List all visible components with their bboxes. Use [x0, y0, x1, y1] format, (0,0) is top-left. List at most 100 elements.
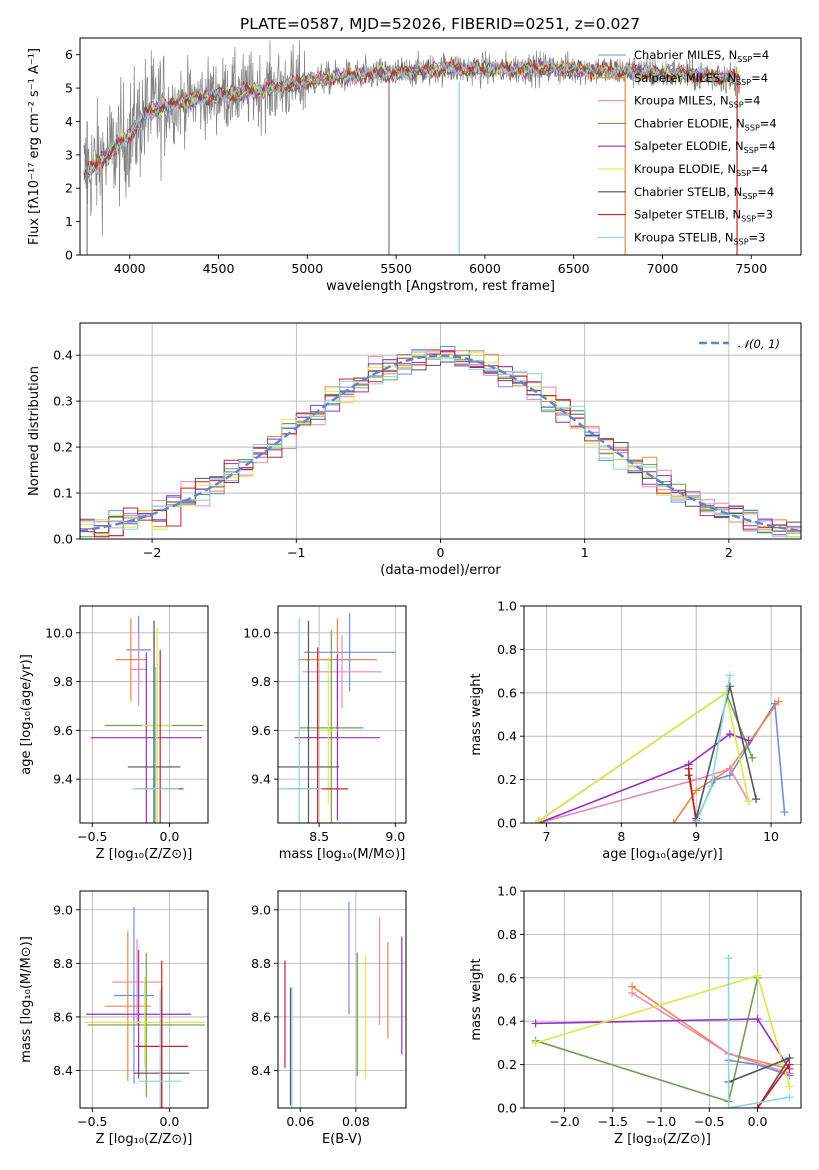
- legend-entry-sub: SSP: [745, 123, 760, 132]
- legend-entry-suffix: =4: [759, 139, 776, 153]
- y-tick-label: 0.4: [497, 729, 517, 744]
- legend-entry-suffix: =4: [751, 71, 768, 85]
- legend-entry-sub: SSP: [736, 78, 751, 87]
- weight-marker: [684, 764, 693, 773]
- x-tick-label: 5500: [380, 261, 412, 276]
- x-tick-label: −1.5: [598, 1114, 628, 1129]
- weight-line: [756, 1064, 791, 1108]
- y-tick-label: 9.8: [53, 674, 73, 689]
- y-tick-label: 0.0: [53, 532, 73, 547]
- legend-entry-sub: SSP: [736, 169, 751, 178]
- x-tick-label: 0: [437, 545, 445, 560]
- weight-marker: [724, 1104, 733, 1108]
- axes-frame: [79, 37, 802, 256]
- legend-entry-label: Kroupa ELODIE, N: [634, 162, 736, 176]
- weight-marker: [753, 1104, 762, 1108]
- weight-marker: [753, 971, 762, 980]
- y-tick-label: 8.6: [53, 1009, 73, 1024]
- legend-entry: Chabrier ELODIE, NSSP=4: [634, 116, 777, 132]
- x-tick-label: 7000: [647, 261, 679, 276]
- weight-marker: [725, 764, 734, 773]
- weight-marker: [628, 988, 637, 997]
- y-axis-label: mass [log₁₀(M/M⊙)]: [19, 936, 34, 1063]
- plot-area: [534, 671, 789, 823]
- axes-frame: [277, 605, 407, 824]
- legend-entry-label: Chabrier STELIB, N: [634, 185, 742, 199]
- x-tick-label: 0.06: [286, 1114, 314, 1129]
- histogram-step: [80, 352, 801, 538]
- y-tick-label: 1: [65, 214, 73, 229]
- plot-area: [284, 901, 403, 1108]
- x-tick-label: 5000: [291, 261, 323, 276]
- axes-frame: [79, 890, 209, 1109]
- weight-marker: [753, 1015, 762, 1024]
- legend-entry-label: Salpeter ELODIE, N: [634, 139, 744, 153]
- y-tick-label: 0.8: [497, 927, 517, 942]
- weight-marker: [725, 671, 734, 680]
- y-tick-label: 1.0: [497, 884, 517, 899]
- plot-area: [278, 613, 396, 823]
- x-tick-label: 1: [581, 545, 589, 560]
- y-tick-label: 0.6: [497, 970, 517, 985]
- y-tick-label: 9.6: [53, 723, 73, 738]
- x-tick-label: −1: [287, 545, 305, 560]
- weight-marker: [531, 1019, 540, 1028]
- model-spectrum-line: [83, 56, 741, 176]
- x-axis-label: Z [log₁₀(Z/Z⊙)]: [96, 1132, 193, 1147]
- legend-entry: Kroupa ELODIE, NSSP=4: [634, 162, 768, 178]
- panel-weight_vs_Z: −2.0 −1.5 −1.0 −0.5 0.0 0.0 0.2 0.4 0.6 0.8 1.0 Z […: [469, 884, 802, 1147]
- y-tick-label: 0.6: [497, 685, 517, 700]
- weight-line: [538, 733, 749, 823]
- y-tick-label: 0.0: [497, 1101, 517, 1116]
- x-tick-label: −0.5: [77, 829, 107, 844]
- legend-entry-suffix: =3: [749, 230, 766, 244]
- weight-marker: [744, 736, 753, 745]
- x-tick-label: 0.0: [160, 829, 180, 844]
- x-tick-label: 0.08: [342, 1114, 370, 1129]
- y-tick-label: 9.8: [251, 674, 271, 689]
- legend-entry-suffix: =4: [752, 48, 769, 62]
- plot-area: [83, 40, 741, 255]
- x-axis-label: Z [log₁₀(Z/Z⊙)]: [614, 1132, 711, 1147]
- x-tick-label: 2: [725, 545, 733, 560]
- axes-frame: [277, 890, 407, 1109]
- y-tick-label: 0.4: [497, 1014, 517, 1029]
- legend-entry-label: Kroupa MILES, N: [634, 94, 729, 108]
- y-tick-label: 0.8: [497, 642, 517, 657]
- weight-marker: [785, 1082, 794, 1091]
- legend-entry-sub: SSP: [734, 237, 749, 246]
- y-tick-label: 9.0: [53, 902, 73, 917]
- y-tick-label: 0: [65, 248, 73, 263]
- panel-spectrum: 4000 4500 5000 5500 6000 6500 7000 7500 0 1 2 3 4 5 6 w…: [27, 37, 802, 294]
- panel-weight_vs_age: 7 8 9 10 0.0 0.2 0.4 0.6 0.8 1.0 age [log₁₀(age/yr…: [469, 599, 802, 862]
- x-tick-label: 7500: [735, 261, 767, 276]
- y-tick-label: 8.8: [53, 956, 73, 971]
- panel-age_vs_mass: 8.5 9.0 9.4 9.6 9.8 10.0 mass [log₁₀(M/M⊙)]: [243, 605, 407, 862]
- x-tick-label: −2: [143, 545, 161, 560]
- x-tick-label: 9.0: [385, 829, 405, 844]
- weight-marker: [692, 819, 701, 823]
- y-tick-label: 9.0: [251, 902, 271, 917]
- legend-entry: Kroupa STELIB, NSSP=3: [634, 230, 765, 246]
- panel-residuals: −2 −1 0 1 2 0.0 0.1 0.2 0.3 0.4 (data-model)/error…: [27, 322, 802, 578]
- axes-frame: [79, 605, 209, 824]
- weight-line: [727, 958, 790, 1108]
- weight-marker: [785, 1060, 794, 1069]
- legend-entry: Chabrier STELIB, NSSP=4: [634, 185, 774, 201]
- y-tick-label: 10.0: [45, 625, 73, 640]
- legend-entry-suffix: =4: [744, 94, 761, 108]
- x-tick-label: 7: [542, 829, 550, 844]
- x-axis-label: E(B-V): [322, 1132, 362, 1147]
- y-tick-label: 6: [65, 47, 73, 62]
- plot-area: [84, 907, 205, 1108]
- legend-entry-suffix: =4: [757, 185, 774, 199]
- y-axis-label: age [log₁₀(age/yr)]: [19, 654, 34, 775]
- weight-marker: [692, 786, 701, 795]
- x-tick-label: 0.0: [748, 1114, 768, 1129]
- y-tick-label: 0.2: [497, 1057, 517, 1072]
- weight-marker: [774, 697, 783, 706]
- histogram-step: [80, 350, 801, 538]
- weight-marker: [531, 1038, 540, 1047]
- y-tick-label: 10.0: [243, 625, 271, 640]
